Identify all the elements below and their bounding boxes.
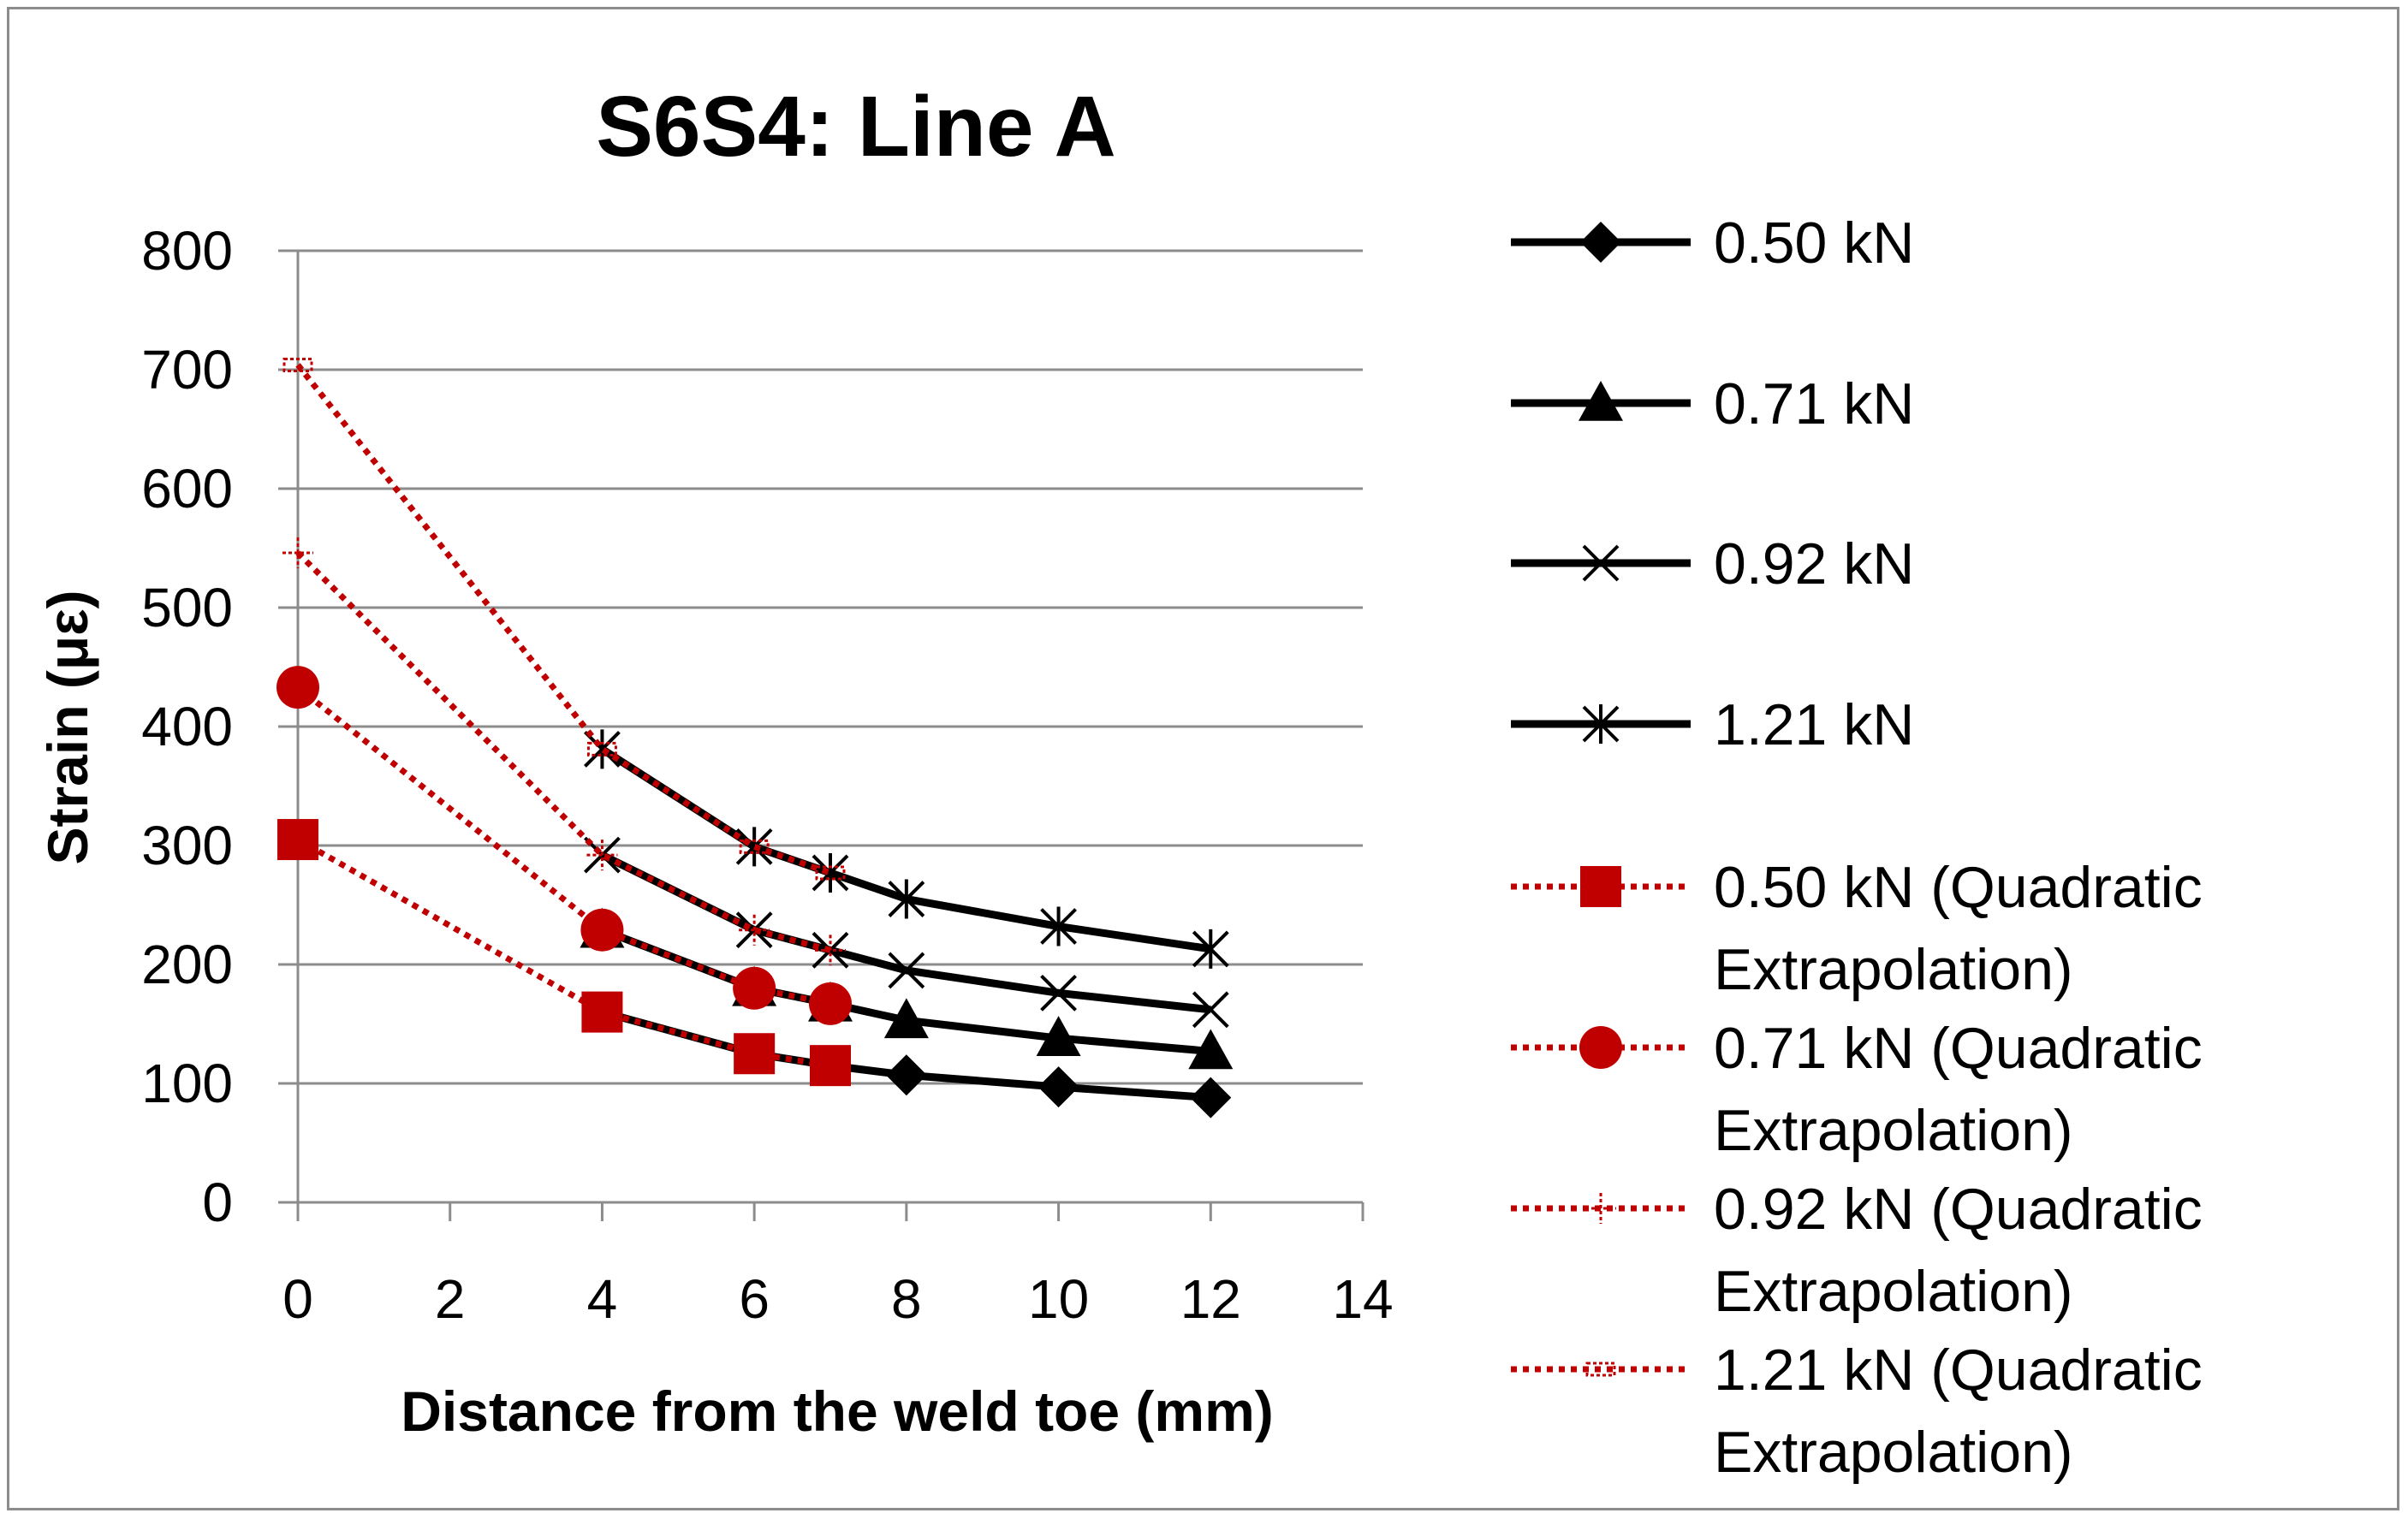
data-point <box>1192 929 1229 969</box>
data-point <box>815 865 846 881</box>
legend-label: 0.71 kN (Quadratic Extrapolation) <box>1714 1016 2203 1163</box>
series-group <box>276 357 1234 1118</box>
x-tick-label: 4 <box>587 1268 618 1330</box>
x-axis-label: Distance from the weld toe (mm) <box>401 1380 1274 1443</box>
legend-item-1: 0.71 kN <box>1511 371 1914 436</box>
x-tick-label: 14 <box>1332 1268 1393 1330</box>
data-point <box>734 1033 776 1075</box>
data-point <box>809 982 852 1025</box>
data-point <box>580 908 624 952</box>
data-point <box>812 852 849 893</box>
legend-label: 0.92 kN (Quadratic Extrapolation) <box>1714 1177 2203 1324</box>
y-tick-label: 800 <box>141 220 233 282</box>
legend-label: 0.50 kN <box>1714 211 1914 276</box>
grid-lines <box>278 249 1363 1085</box>
series-line-1 <box>600 926 1211 1055</box>
data-point <box>581 991 623 1033</box>
series-line-7 <box>295 363 832 876</box>
legend-marker <box>1582 704 1620 744</box>
data-point <box>1040 906 1077 946</box>
data-point <box>1190 1077 1232 1118</box>
chart-frame <box>7 7 2399 1510</box>
series-line-2 <box>600 851 1211 1014</box>
y-tick-label: 200 <box>141 934 233 995</box>
data-point <box>1188 1029 1234 1070</box>
x-tick-label: 0 <box>282 1268 313 1330</box>
legend-item-2: 0.92 kN <box>1511 531 1914 596</box>
data-point <box>810 1045 851 1087</box>
series-3 <box>584 729 1229 969</box>
legend-item-3: 1.21 kN <box>1511 692 1914 757</box>
legend-item-4: 0.50 kN (Quadratic Extrapolation) <box>1511 855 2203 1002</box>
x-tick-label: 8 <box>891 1268 922 1330</box>
legend-label: 0.92 kN <box>1714 531 1914 596</box>
data-point <box>739 839 770 854</box>
data-point <box>733 966 776 1010</box>
legend-item-6: 0.92 kN (Quadratic Extrapolation) <box>1511 1177 2203 1324</box>
legend-label: 0.71 kN <box>1714 371 1914 436</box>
data-point <box>735 827 773 867</box>
data-point <box>815 935 846 966</box>
y-tick-label: 500 <box>141 577 233 638</box>
y-tick-label: 300 <box>141 815 233 876</box>
y-axis-label: Strain (με) <box>36 590 99 864</box>
series-line-5 <box>295 685 831 1007</box>
x-tick-label: 10 <box>1028 1268 1089 1330</box>
x-tick-label: 12 <box>1180 1268 1241 1330</box>
y-tick-label: 600 <box>141 458 233 519</box>
data-point <box>888 879 925 919</box>
legend-marker <box>1585 1193 1616 1224</box>
legend-marker <box>1580 222 1621 263</box>
series-7 <box>282 357 846 881</box>
data-point <box>885 1054 927 1096</box>
data-point <box>883 998 929 1039</box>
series-line-4 <box>296 837 831 1069</box>
legend-label: 1.21 kN <box>1714 692 1914 757</box>
data-point <box>739 914 770 946</box>
chart-title: S6S4: Line A <box>596 79 1116 175</box>
legend-item-5: 0.71 kN (Quadratic Extrapolation) <box>1511 1016 2203 1163</box>
legend-marker <box>1579 381 1623 421</box>
legend-marker <box>1579 1026 1622 1069</box>
legend-marker <box>1580 866 1621 907</box>
data-point <box>282 537 313 569</box>
data-point <box>282 357 313 372</box>
series-4 <box>277 819 851 1087</box>
data-point <box>1040 974 1077 1012</box>
data-point <box>586 741 617 757</box>
data-point <box>1036 1016 1081 1056</box>
data-point <box>584 729 621 769</box>
tick-labels: 0 100 200 300 400 500 600 700 800 0 2 4 6 8 10 12 14 <box>141 220 1393 1330</box>
legend: 0.50 kN 0.71 kN 0.92 kN 1.21 kN 0.50 kN (Qua… <box>1511 211 2203 1485</box>
data-point <box>1192 991 1229 1029</box>
data-point <box>586 840 618 871</box>
axes <box>278 251 1365 1221</box>
series-1 <box>580 907 1234 1070</box>
legend-label: 0.50 kN (Quadratic Extrapolation) <box>1714 855 2203 1002</box>
x-tick-label: 2 <box>435 1268 466 1330</box>
y-tick-label: 400 <box>141 696 233 757</box>
data-point <box>276 666 319 709</box>
y-tick-label: 700 <box>141 339 233 401</box>
legend-item-7: 1.21 kN (Quadratic Extrapolation) <box>1511 1338 2203 1485</box>
legend-marker <box>1585 1362 1616 1377</box>
data-point <box>277 819 318 861</box>
legend-marker <box>1582 544 1620 582</box>
data-point <box>1038 1066 1079 1108</box>
series-line-6 <box>295 550 831 953</box>
series-line-3 <box>599 745 1211 953</box>
data-point <box>888 952 925 989</box>
series-6 <box>282 537 846 966</box>
x-tick-label: 6 <box>739 1268 770 1330</box>
legend-item-0: 0.50 kN <box>1511 211 1914 276</box>
series-5 <box>276 666 852 1025</box>
y-tick-label: 0 <box>202 1172 233 1233</box>
legend-label: 1.21 kN (Quadratic Extrapolation) <box>1714 1338 2203 1485</box>
y-tick-label: 100 <box>141 1053 233 1114</box>
